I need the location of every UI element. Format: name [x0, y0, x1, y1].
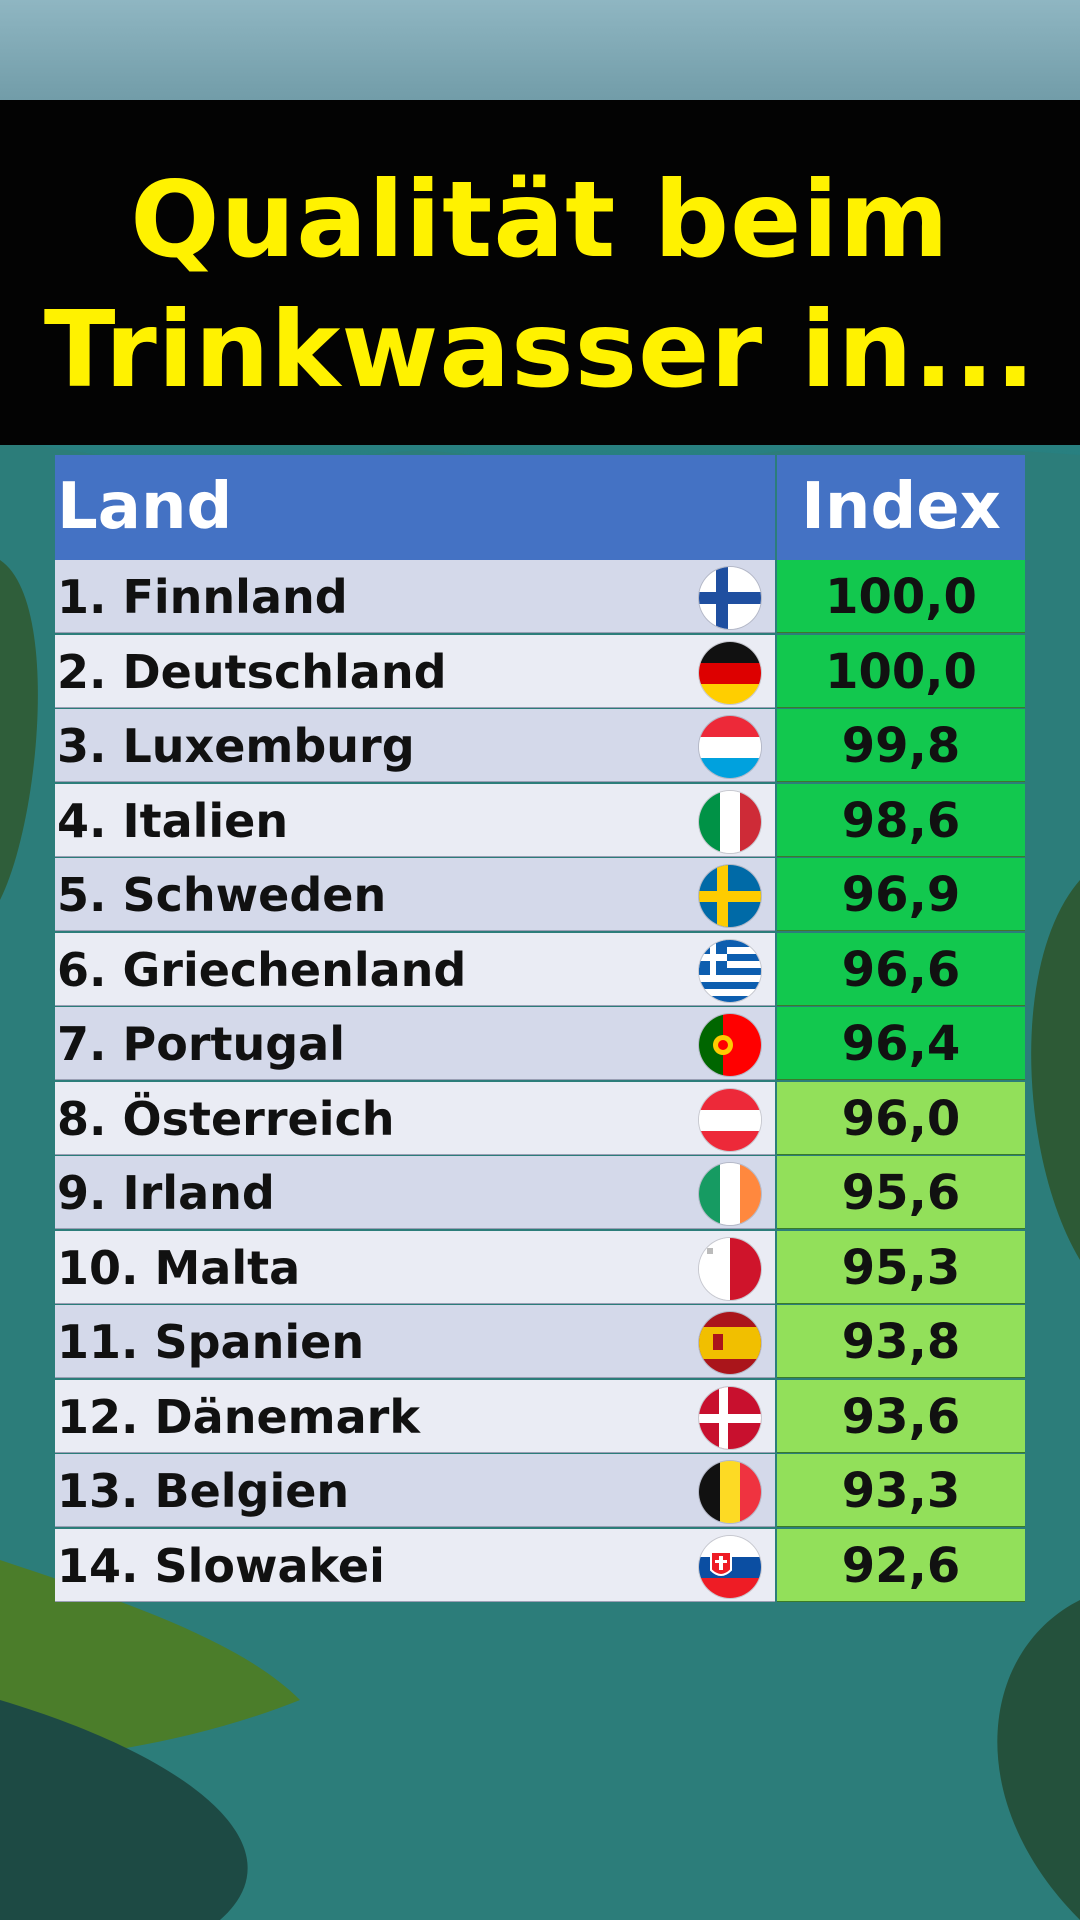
- ranking-table: Land Index 1. Finnland 100,0 2. Deutschlan…: [55, 455, 1025, 1603]
- table-row: 11. Spanien 93,8: [55, 1305, 1025, 1380]
- table-row: 9. Irland 95,6: [55, 1156, 1025, 1231]
- country-cell: 4. Italien: [55, 783, 775, 857]
- country-label: 2. Deutschland: [57, 644, 447, 699]
- index-value: 95,6: [777, 1156, 1025, 1229]
- table-row: 8. Österreich 96,0: [55, 1081, 1025, 1157]
- ireland-flag-icon: [699, 1163, 761, 1225]
- table-row: 6. Griechenland 96,6: [55, 932, 1025, 1008]
- country-cell: 7. Portugal: [55, 1007, 775, 1080]
- country-cell: 11. Spanien: [55, 1305, 775, 1378]
- index-value: 93,8: [777, 1305, 1025, 1378]
- index-value: 96,4: [777, 1007, 1025, 1080]
- country-cell: 10. Malta: [55, 1230, 775, 1304]
- country-label: 3. Luxemburg: [57, 719, 415, 773]
- index-value: 96,9: [777, 858, 1025, 931]
- country-label: 14. Slowakei: [57, 1538, 385, 1593]
- denmark-flag-icon: [699, 1386, 761, 1449]
- index-value: 93,3: [777, 1454, 1025, 1527]
- index-value: 96,6: [777, 932, 1025, 1006]
- spain-flag-icon: [699, 1312, 761, 1374]
- country-label: 10. Malta: [57, 1240, 301, 1295]
- index-value: 100,0: [777, 560, 1025, 633]
- country-cell: 1. Finnland: [55, 560, 775, 633]
- country-label: 13. Belgien: [57, 1464, 350, 1518]
- column-header-land: Land: [55, 455, 775, 560]
- sweden-flag-icon: [699, 865, 761, 927]
- table-row: 2. Deutschland 100,0: [55, 634, 1025, 710]
- country-cell: 14. Slowakei: [55, 1528, 775, 1602]
- country-cell: 2. Deutschland: [55, 634, 775, 708]
- country-label: 8. Österreich: [57, 1091, 395, 1146]
- index-value: 96,0: [777, 1081, 1025, 1155]
- country-cell: 13. Belgien: [55, 1454, 775, 1527]
- austria-flag-icon: [699, 1088, 761, 1151]
- table-header: Land Index: [55, 455, 1025, 560]
- country-cell: 8. Österreich: [55, 1081, 775, 1155]
- portugal-flag-icon: [699, 1014, 761, 1076]
- index-value: 92,6: [777, 1528, 1025, 1602]
- table-row: 4. Italien 98,6: [55, 783, 1025, 859]
- table-row: 10. Malta 95,3: [55, 1230, 1025, 1306]
- country-cell: 5. Schweden: [55, 858, 775, 931]
- country-label: 12. Dänemark: [57, 1389, 420, 1444]
- greece-flag-icon: [699, 939, 761, 1002]
- country-cell: 3. Luxemburg: [55, 709, 775, 782]
- title-line-1: Qualität beim: [130, 159, 950, 281]
- index-value: 98,6: [777, 783, 1025, 857]
- table-row: 12. Dänemark 93,6: [55, 1379, 1025, 1455]
- country-label: 5. Schweden: [57, 868, 387, 922]
- germany-flag-icon: [699, 641, 761, 704]
- table-row: 14. Slowakei 92,6: [55, 1528, 1025, 1604]
- country-label: 4. Italien: [57, 793, 289, 848]
- country-label: 6. Griechenland: [57, 942, 467, 997]
- finland-flag-icon: [699, 567, 761, 629]
- country-label: 9. Irland: [57, 1166, 275, 1220]
- index-value: 99,8: [777, 709, 1025, 782]
- table-row: 7. Portugal 96,4: [55, 1007, 1025, 1082]
- index-value: 95,3: [777, 1230, 1025, 1304]
- country-cell: 12. Dänemark: [55, 1379, 775, 1453]
- title-banner: [0, 100, 1080, 445]
- title-line-2: Trinkwasser in...: [43, 289, 1037, 411]
- country-label: 1. Finnland: [57, 570, 348, 624]
- country-cell: 6. Griechenland: [55, 932, 775, 1006]
- slovakia-flag-icon: [699, 1535, 761, 1598]
- belgium-flag-icon: [699, 1461, 761, 1523]
- italy-flag-icon: [699, 790, 761, 853]
- table-row: 5. Schweden 96,9: [55, 858, 1025, 933]
- country-cell: 9. Irland: [55, 1156, 775, 1229]
- column-header-index: Index: [777, 455, 1025, 560]
- table-row: 13. Belgien 93,3: [55, 1454, 1025, 1529]
- index-value: 100,0: [777, 634, 1025, 708]
- index-value: 93,6: [777, 1379, 1025, 1453]
- table-row: 3. Luxemburg 99,8: [55, 709, 1025, 784]
- luxembourg-flag-icon: [699, 716, 761, 778]
- table-row: 1. Finnland 100,0: [55, 560, 1025, 635]
- country-label: 11. Spanien: [57, 1315, 365, 1369]
- malta-flag-icon: [699, 1237, 761, 1300]
- country-label: 7. Portugal: [57, 1017, 345, 1071]
- table-body: 1. Finnland 100,0 2. Deutschland 100,0 3. Lu…: [55, 560, 1025, 1603]
